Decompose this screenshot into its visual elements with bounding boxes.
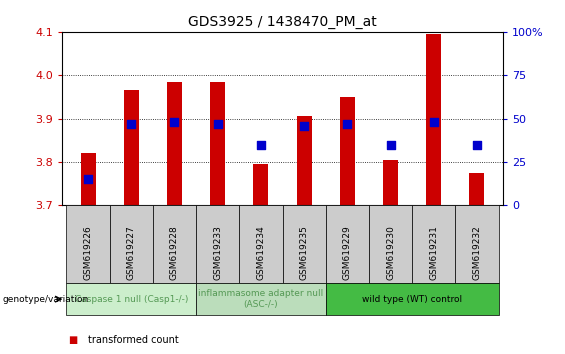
Title: GDS3925 / 1438470_PM_at: GDS3925 / 1438470_PM_at xyxy=(188,16,377,29)
Bar xyxy=(470,173,485,205)
Text: Caspase 1 null (Casp1-/-): Caspase 1 null (Casp1-/-) xyxy=(75,295,188,304)
Text: GSM619230: GSM619230 xyxy=(386,225,395,280)
Point xyxy=(84,177,93,182)
Bar xyxy=(340,97,355,205)
Text: wild type (WT) control: wild type (WT) control xyxy=(362,295,462,304)
Bar xyxy=(297,116,312,205)
Point xyxy=(257,142,266,148)
Text: inflammasome adapter null
(ASC-/-): inflammasome adapter null (ASC-/-) xyxy=(198,290,324,309)
Point xyxy=(213,121,222,127)
Bar xyxy=(124,90,139,205)
Point xyxy=(299,123,308,129)
Text: GSM619228: GSM619228 xyxy=(170,225,179,280)
Bar xyxy=(210,82,225,205)
Text: GSM619233: GSM619233 xyxy=(213,225,222,280)
Bar xyxy=(167,82,182,205)
Text: GSM619232: GSM619232 xyxy=(472,225,481,280)
Text: GSM619231: GSM619231 xyxy=(429,225,438,280)
Point xyxy=(127,121,136,127)
Bar xyxy=(426,34,441,205)
Point xyxy=(472,142,481,148)
Text: GSM619226: GSM619226 xyxy=(84,225,93,280)
Point xyxy=(429,119,438,125)
Bar xyxy=(253,164,268,205)
Text: GSM619229: GSM619229 xyxy=(343,225,352,280)
Point xyxy=(170,119,179,125)
Text: GSM619234: GSM619234 xyxy=(257,225,266,280)
Text: GSM619235: GSM619235 xyxy=(299,225,308,280)
Bar xyxy=(81,153,95,205)
Text: ■: ■ xyxy=(68,335,77,345)
Bar xyxy=(383,160,398,205)
Text: GSM619227: GSM619227 xyxy=(127,225,136,280)
Text: transformed count: transformed count xyxy=(88,335,179,345)
Text: genotype/variation: genotype/variation xyxy=(3,295,89,304)
Point xyxy=(343,121,352,127)
Point xyxy=(386,142,395,148)
